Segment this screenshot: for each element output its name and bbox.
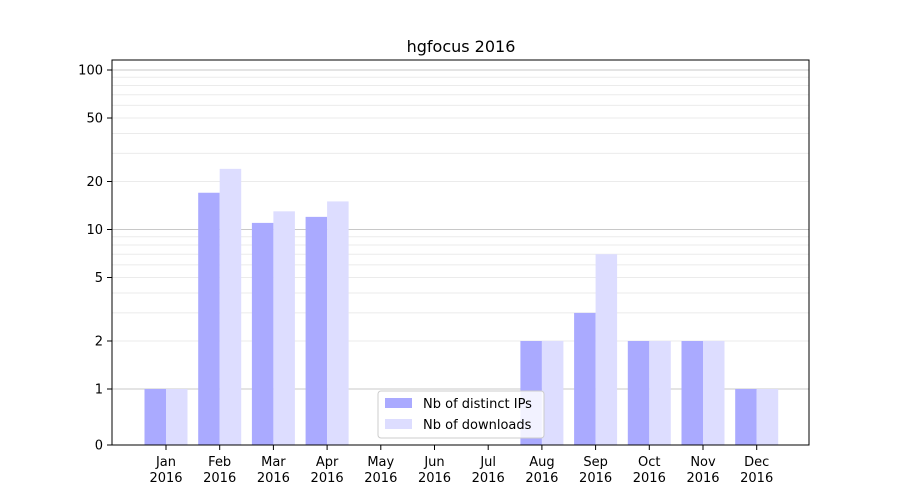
bar-downloads-dec xyxy=(756,389,779,445)
y-axis: 0 1 2 5 10 20 50 100 xyxy=(78,64,112,454)
x-tick-label-month: Mar xyxy=(261,455,286,470)
x-tick-label-year: 2016 xyxy=(203,471,236,486)
x-tick-label-year: 2016 xyxy=(257,471,290,486)
x-tick-label-month: Feb xyxy=(208,455,231,470)
bar-distinct-ips-dec xyxy=(735,389,757,445)
bar-distinct-ips-nov xyxy=(681,340,703,445)
x-tick-label-month: Oct xyxy=(638,455,660,470)
y-tick-label: 20 xyxy=(86,175,103,190)
bar-distinct-ips-feb xyxy=(198,192,220,445)
x-tick-label-month: Aug xyxy=(529,455,554,470)
bar-distinct-ips-mar xyxy=(251,222,274,445)
x-tick-label-year: 2016 xyxy=(633,471,666,486)
bar-downloads-mar xyxy=(273,211,295,445)
bar-downloads-aug xyxy=(541,340,564,445)
x-tick-label-year: 2016 xyxy=(472,471,505,486)
bar-distinct-ips-jan xyxy=(144,389,166,445)
x-tick-label-year: 2016 xyxy=(149,471,182,486)
x-tick-label-month: May xyxy=(367,455,394,470)
y-tick-label: 10 xyxy=(86,223,103,238)
x-axis: Jan2016Feb2016Mar2016Apr2016May2016Jun20… xyxy=(149,445,773,486)
x-tick-label-year: 2016 xyxy=(311,471,344,486)
bar-downloads-apr xyxy=(327,201,349,445)
x-tick-label-year: 2016 xyxy=(686,471,719,486)
x-tick-label-year: 2016 xyxy=(364,471,397,486)
x-tick-label-month: Dec xyxy=(744,455,769,470)
bar-downloads-feb xyxy=(219,168,242,445)
x-tick-label-month: Jan xyxy=(155,455,176,470)
y-tick-label: 1 xyxy=(95,383,103,398)
legend-swatch xyxy=(385,398,412,408)
bar-distinct-ips-apr xyxy=(305,216,328,445)
x-tick-label-year: 2016 xyxy=(740,471,773,486)
x-tick-label-year: 2016 xyxy=(418,471,451,486)
x-tick-label-month: Jul xyxy=(479,455,496,470)
x-tick-label-month: Nov xyxy=(690,455,716,470)
y-tick-label: 100 xyxy=(78,64,103,79)
y-tick-label: 50 xyxy=(86,112,103,127)
plot-area-frame xyxy=(111,59,810,446)
y-tick-label: 5 xyxy=(95,271,103,286)
bar-distinct-ips-sep xyxy=(574,312,596,445)
legend-label: Nb of downloads xyxy=(423,418,532,433)
bar-downloads-sep xyxy=(595,254,618,445)
y-tick-label: 0 xyxy=(95,439,103,454)
x-tick-label-month: Jun xyxy=(423,455,444,470)
legend-swatch xyxy=(385,419,412,429)
y-tick-label: 2 xyxy=(95,334,103,349)
x-tick-label-year: 2016 xyxy=(525,471,558,486)
bar-downloads-nov xyxy=(703,340,725,445)
x-tick-label-month: Sep xyxy=(583,455,608,470)
x-tick-label-month: Apr xyxy=(316,455,339,470)
bars xyxy=(144,168,779,445)
legend: Nb of distinct IPs Nb of downloads xyxy=(377,390,545,439)
legend-label: Nb of distinct IPs xyxy=(423,397,532,412)
x-tick-label-year: 2016 xyxy=(579,471,612,486)
chart-title: hgfocus 2016 xyxy=(407,37,516,56)
bar-downloads-jan xyxy=(166,389,188,445)
bar-downloads-oct xyxy=(649,340,671,445)
legend-box xyxy=(377,390,545,439)
bar-distinct-ips-oct xyxy=(627,340,650,445)
